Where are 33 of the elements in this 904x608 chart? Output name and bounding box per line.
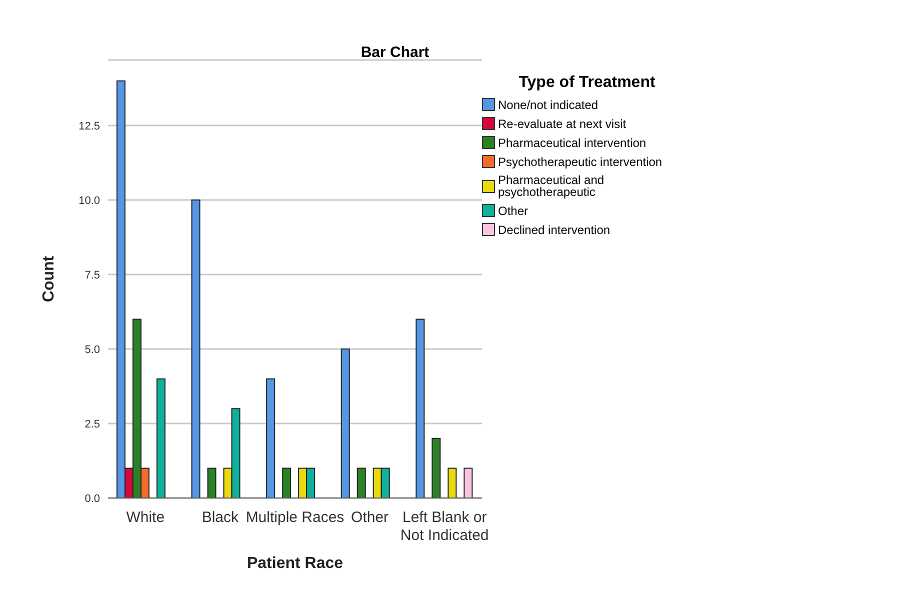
bar	[340, 348, 350, 498]
chart-title: Bar Chart	[360, 44, 430, 61]
bar	[356, 468, 366, 498]
bar	[448, 468, 457, 498]
y-tick-label: 0.0	[84, 492, 100, 505]
legend-label: None/not indicated	[498, 98, 600, 112]
bar	[416, 318, 425, 498]
y-axis-title: Count	[40, 255, 58, 302]
legend-label: Re-evaluate at next visit	[498, 116, 628, 130]
y-tick-label: 2.5	[84, 418, 100, 430]
x-tick-label: Multiple Races	[246, 509, 344, 526]
y-tick-label: 12.5	[78, 120, 100, 132]
bar	[432, 438, 441, 498]
bar	[266, 378, 276, 498]
x-tick-label: Left Blank or Not Indicated	[400, 509, 489, 544]
y-tick-label: 10.0	[78, 194, 100, 207]
y-tick-label: 5.0	[84, 344, 100, 356]
x-tick-label: Other	[351, 509, 389, 526]
y-tick-label: 7.5	[84, 269, 100, 282]
bar	[464, 468, 473, 498]
x-tick-label: Black	[202, 509, 240, 526]
legend-label: Pharmaceutical and psychotherapeutic	[498, 173, 606, 199]
legend-label: Declined intervention	[498, 222, 612, 236]
legend-title: Type of Treatment	[518, 74, 656, 92]
legend-label: Other	[498, 204, 530, 218]
legend-label: Pharmaceutical intervention	[498, 136, 648, 150]
bar	[207, 468, 216, 498]
bar	[156, 378, 166, 498]
x-axis-title: Patient Race	[246, 555, 344, 572]
legend-label: Psychotherapeutic intervention	[498, 154, 664, 168]
bar	[282, 468, 292, 498]
x-tick-label: White	[126, 509, 165, 526]
bar	[191, 200, 200, 498]
